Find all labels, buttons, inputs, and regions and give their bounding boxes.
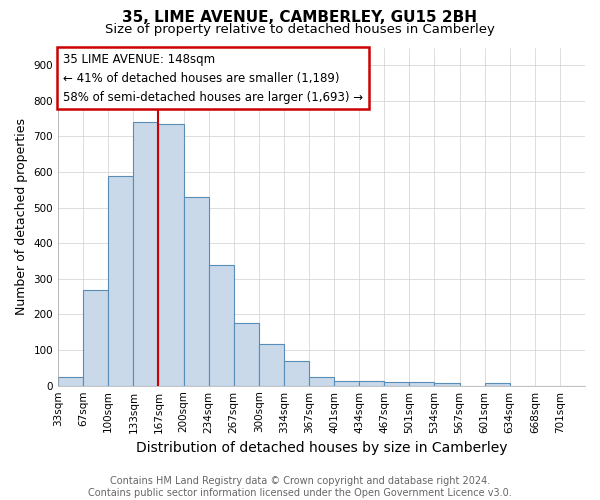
Bar (284, 362, 309, 386)
Bar (133, 122, 158, 386)
Bar (309, 377, 334, 386)
Bar (485, 383, 510, 386)
Bar (108, 176, 133, 386)
Bar (83, 290, 108, 386)
Text: Contains HM Land Registry data © Crown copyright and database right 2024.
Contai: Contains HM Land Registry data © Crown c… (88, 476, 512, 498)
Bar (434, 383, 460, 386)
Bar (58, 377, 83, 386)
Bar (209, 264, 233, 386)
Bar (184, 197, 209, 386)
Bar (409, 382, 434, 386)
Bar (359, 380, 384, 386)
X-axis label: Distribution of detached houses by size in Camberley: Distribution of detached houses by size … (136, 441, 507, 455)
Text: Size of property relative to detached houses in Camberley: Size of property relative to detached ho… (105, 22, 495, 36)
Bar (384, 382, 409, 386)
Bar (334, 381, 359, 386)
Bar (259, 344, 284, 386)
Y-axis label: Number of detached properties: Number of detached properties (15, 118, 28, 315)
Bar (158, 124, 184, 386)
Text: 35 LIME AVENUE: 148sqm
← 41% of detached houses are smaller (1,189)
58% of semi-: 35 LIME AVENUE: 148sqm ← 41% of detached… (64, 52, 364, 104)
Text: 35, LIME AVENUE, CAMBERLEY, GU15 2BH: 35, LIME AVENUE, CAMBERLEY, GU15 2BH (122, 10, 478, 25)
Bar (233, 324, 259, 386)
